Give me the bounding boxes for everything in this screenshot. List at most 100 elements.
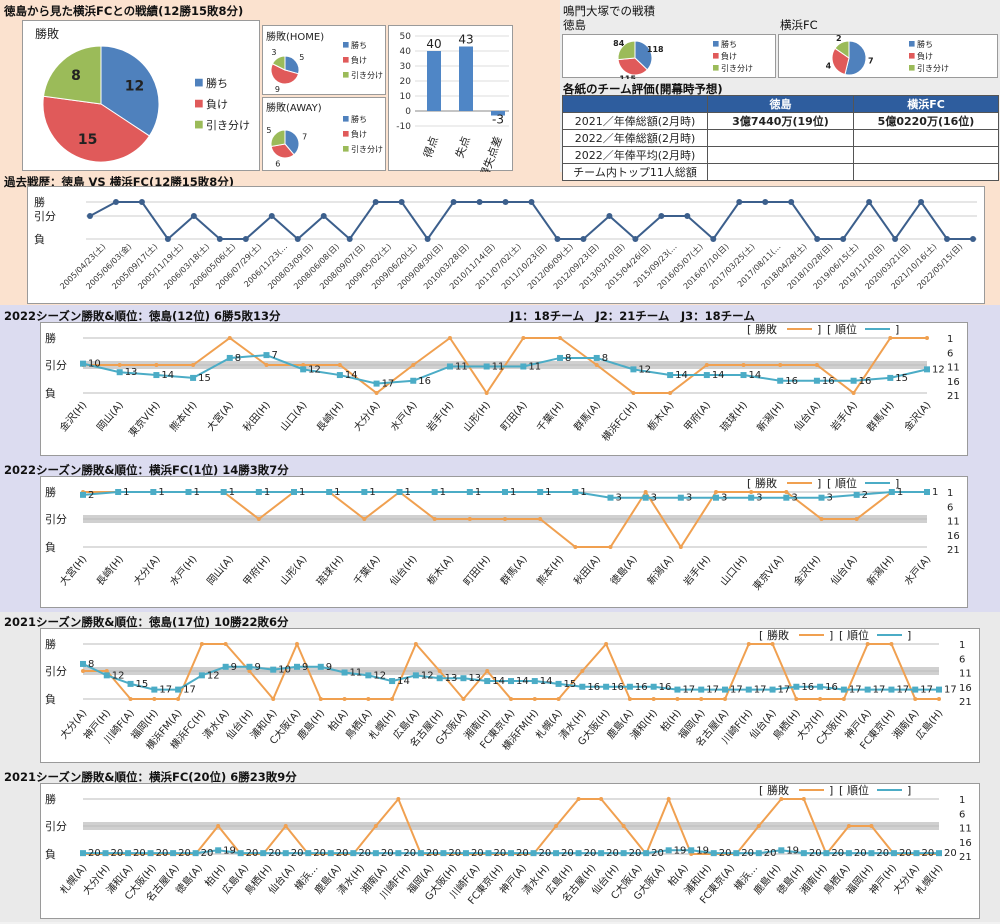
history-point — [710, 236, 717, 242]
rank-value-label: 12 — [421, 670, 434, 681]
history-point — [970, 236, 976, 242]
rank-point — [185, 489, 192, 495]
result-point — [770, 642, 775, 646]
legend-close: ] — [895, 323, 899, 336]
rank-tick-label: 1 — [959, 640, 965, 651]
naruto-yokohama-label: 横浜FC — [780, 18, 818, 32]
rank-value-label: 14 — [675, 370, 688, 381]
date-label: 2012/09/23(日) — [552, 242, 601, 291]
result-point — [573, 545, 578, 549]
pie-value-label: 12 — [125, 79, 144, 95]
rank-point — [460, 675, 467, 682]
rank-value-label: 20 — [629, 848, 642, 859]
result-point — [295, 642, 299, 646]
rank-point — [305, 850, 312, 857]
rank-point — [703, 372, 710, 379]
result-point — [631, 391, 636, 395]
history-point — [684, 213, 691, 219]
rank-point — [125, 850, 132, 857]
rank-value-label: 20 — [178, 848, 191, 859]
rank-value-label: 12 — [207, 670, 220, 681]
legend-swatch — [343, 57, 349, 63]
rank-tick-label: 11 — [947, 517, 960, 528]
rank-point — [557, 354, 564, 361]
result-point — [704, 363, 709, 367]
rank-point — [740, 372, 747, 379]
rank-value-label: 20 — [584, 848, 597, 859]
history-point — [528, 199, 535, 205]
tick-label: 0 — [405, 107, 411, 117]
rank-value-label: 20 — [719, 848, 732, 859]
rank-value-label: 20 — [268, 848, 281, 859]
rank-point — [845, 850, 852, 857]
opponent-label: 千葉(A) — [351, 553, 383, 588]
opponent-label: 長崎(H) — [314, 399, 347, 434]
opponent-label: 仙台(A) — [828, 553, 860, 588]
opponent-label: 町田(A) — [499, 400, 530, 434]
rank-value-label: 15 — [895, 373, 908, 384]
rank-value-label: 1 — [932, 487, 938, 498]
rank-point — [626, 683, 633, 690]
legend-label: 負け — [351, 55, 367, 65]
rank-tick-label: 11 — [947, 363, 960, 374]
date-label: 2009/08/30(日) — [396, 242, 445, 291]
rank-point — [823, 850, 830, 857]
table-row: 2021／年俸総額(2月時) 3億7440万(19位) 5億0220万(16位) — [562, 112, 999, 130]
rank-point — [607, 494, 614, 501]
rank-value-label: 1 — [334, 487, 340, 498]
legend-close: ] — [907, 784, 911, 797]
rank-point — [890, 850, 897, 857]
opponent-label: 群馬(A) — [497, 553, 529, 588]
opponent-label: 水戸(H) — [167, 553, 199, 588]
rank-value-label: 17 — [920, 685, 933, 696]
opponent-label: 群馬(A) — [571, 399, 603, 434]
legend-swatch — [343, 146, 349, 152]
rank-value-label: 17 — [730, 685, 743, 696]
pie-slice — [270, 129, 286, 148]
result-point — [801, 797, 806, 801]
y-axis-label: 引分 — [34, 209, 56, 223]
legend-swatch — [909, 65, 915, 71]
pie-value-label: 115 — [619, 74, 636, 79]
legend-open: [ — [839, 629, 843, 642]
category-label: 失点 — [453, 135, 473, 160]
date-label: 2011/10/23(日) — [500, 242, 549, 291]
rank-point — [462, 850, 469, 857]
date-label: 2006/03/18(土) — [162, 241, 212, 291]
rank-point — [80, 660, 86, 667]
history-point — [190, 213, 197, 219]
rank-point — [260, 850, 267, 857]
result-point — [558, 336, 563, 340]
date-label: 2008/03/09(日) — [266, 242, 315, 291]
rank-value-label: 3 — [791, 493, 797, 504]
result-point — [819, 517, 824, 521]
pie-slice — [284, 129, 300, 156]
rank-value-label: 17 — [159, 685, 172, 696]
rank-tick-label: 21 — [947, 391, 960, 402]
legend-close: ] — [829, 629, 833, 642]
result-point — [342, 697, 347, 701]
date-label: 2008/06/08(日) — [292, 242, 341, 291]
table-header-cell: 徳島 — [707, 95, 854, 113]
rank-value-label: 12 — [638, 364, 651, 375]
legend-swatch — [713, 65, 719, 71]
rank-value-label: 11 — [528, 362, 541, 373]
pie-value-label: 84 — [613, 39, 625, 48]
rank-value-label: 16 — [825, 682, 838, 693]
y-axis-label: 引分 — [45, 819, 67, 833]
result-point — [374, 391, 379, 395]
chart3-panel: 勝引分負 1 6 11 16 21[勝敗][順位] 8 12 15 17 17 12 9 9 10 9 9 11 1… — [40, 628, 980, 763]
rank-value-label: 9 — [326, 662, 332, 673]
date-label: 2010/03/28(日) — [422, 242, 471, 291]
y-axis-label: 負 — [45, 387, 56, 400]
legend-label: 負け — [721, 51, 737, 61]
rank-point — [677, 494, 684, 501]
legend-close: ] — [817, 477, 821, 490]
result-point — [723, 697, 727, 701]
rank-point — [665, 847, 672, 854]
legend-label-rank: 順位 — [835, 323, 857, 336]
date-label: 2006/05/06(土) — [188, 241, 238, 291]
result-point — [678, 545, 683, 549]
